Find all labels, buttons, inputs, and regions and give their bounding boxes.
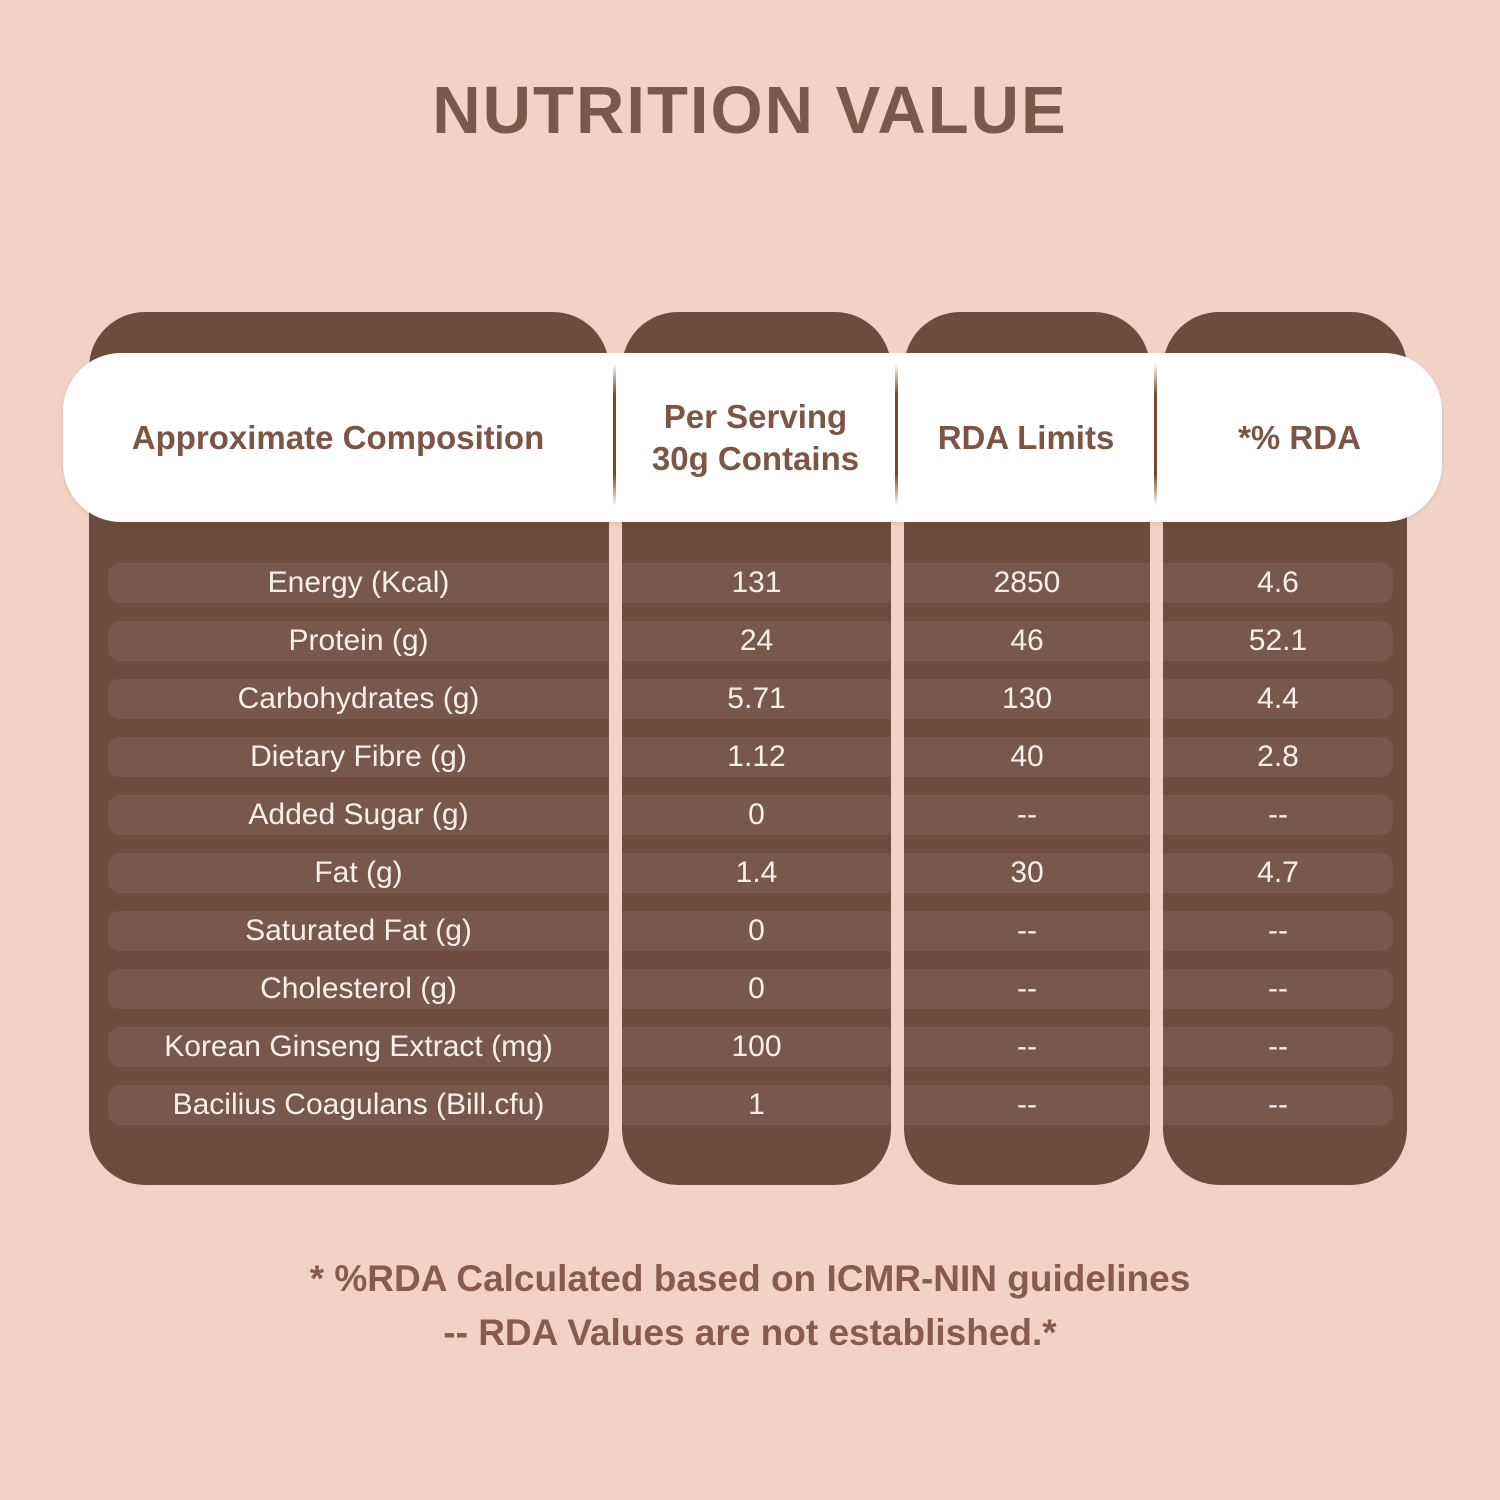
rda-limit-rows: 2850 46 130 40 -- 30 -- -- -- -- <box>904 563 1150 1125</box>
row-value-per-serving: 24 <box>622 621 891 661</box>
header-divider <box>1154 363 1157 506</box>
per-serving-rows: 131 24 5.71 1.12 0 1.4 0 0 100 1 <box>622 563 891 1125</box>
header-rda-limits: RDA Limits <box>937 418 1115 456</box>
row-value-rda-limit: -- <box>904 911 1150 951</box>
row-value-rda-limit: -- <box>904 969 1150 1009</box>
row-label: Bacilius Coagulans (Bill.cfu) <box>108 1085 609 1125</box>
header-approximate-composition: Approximate Composition <box>131 418 545 456</box>
row-label: Protein (g) <box>108 621 609 661</box>
row-value-rda-limit: -- <box>904 1027 1150 1067</box>
row-value-rda-limit: -- <box>904 1085 1150 1125</box>
row-value-rda-pct: -- <box>1163 795 1393 835</box>
header-rda-pct: *% RDA <box>1238 418 1361 456</box>
row-value-per-serving: 0 <box>622 795 891 835</box>
row-value-rda-pct: 4.6 <box>1163 563 1393 603</box>
row-label: Saturated Fat (g) <box>108 911 609 951</box>
row-label: Carbohydrates (g) <box>108 679 609 719</box>
row-label: Cholesterol (g) <box>108 969 609 1009</box>
row-value-per-serving: 5.71 <box>622 679 891 719</box>
row-label: Dietary Fibre (g) <box>108 737 609 777</box>
row-value-rda-pct: 2.8 <box>1163 737 1393 777</box>
row-value-rda-limit: 40 <box>904 737 1150 777</box>
composition-rows: Energy (Kcal) Protein (g) Carbohydrates … <box>89 563 609 1125</box>
header-divider <box>613 363 616 506</box>
rda-pct-rows: 4.6 52.1 4.4 2.8 -- 4.7 -- -- -- -- <box>1163 563 1407 1125</box>
header-divider <box>895 363 898 506</box>
row-label: Added Sugar (g) <box>108 795 609 835</box>
row-value-rda-pct: -- <box>1163 1027 1393 1067</box>
row-label: Fat (g) <box>108 853 609 893</box>
header-per-serving: Per Serving 30g Contains <box>651 398 860 477</box>
row-label: Energy (Kcal) <box>108 563 609 603</box>
row-value-rda-pct: -- <box>1163 1085 1393 1125</box>
row-label: Korean Ginseng Extract (mg) <box>108 1027 609 1067</box>
footnotes: * %RDA Calculated based on ICMR-NIN guid… <box>0 1252 1500 1359</box>
row-value-rda-pct: 4.7 <box>1163 853 1393 893</box>
table-header-band: Approximate Composition Per Serving 30g … <box>63 353 1442 522</box>
row-value-rda-limit: -- <box>904 795 1150 835</box>
footnote-line-2: -- RDA Values are not established.* <box>443 1311 1057 1353</box>
row-value-per-serving: 1 <box>622 1085 891 1125</box>
row-value-rda-limit: 46 <box>904 621 1150 661</box>
row-value-per-serving: 131 <box>622 563 891 603</box>
column-rda-limits: 2850 46 130 40 -- 30 -- -- -- -- <box>904 312 1150 1185</box>
row-value-rda-limit: 2850 <box>904 563 1150 603</box>
row-value-rda-pct: 52.1 <box>1163 621 1393 661</box>
row-value-per-serving: 0 <box>622 911 891 951</box>
row-value-rda-limit: 130 <box>904 679 1150 719</box>
row-value-per-serving: 0 <box>622 969 891 1009</box>
row-value-per-serving: 1.4 <box>622 853 891 893</box>
row-value-rda-pct: -- <box>1163 911 1393 951</box>
row-value-rda-limit: 30 <box>904 853 1150 893</box>
row-value-rda-pct: 4.4 <box>1163 679 1393 719</box>
row-value-per-serving: 100 <box>622 1027 891 1067</box>
row-value-per-serving: 1.12 <box>622 737 891 777</box>
footnote-line-1: * %RDA Calculated based on ICMR-NIN guid… <box>309 1258 1191 1299</box>
page-title: NUTRITION VALUE <box>432 73 1068 148</box>
row-value-rda-pct: -- <box>1163 969 1393 1009</box>
